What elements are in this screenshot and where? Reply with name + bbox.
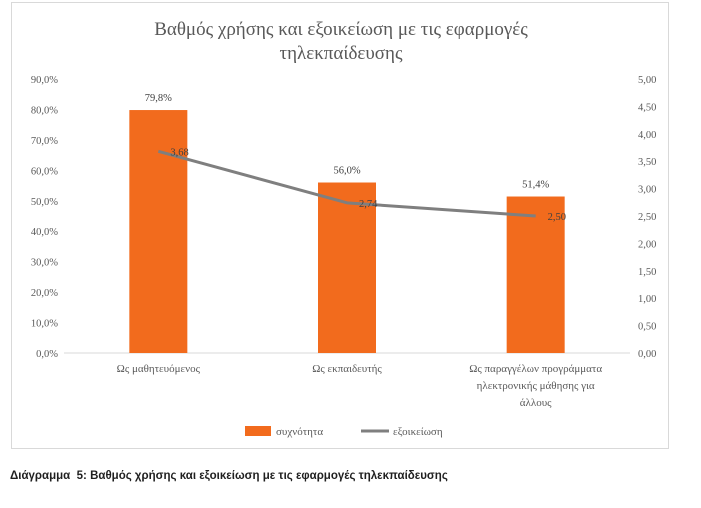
- bar-2: [318, 182, 376, 353]
- bar-1: [129, 110, 188, 353]
- y-right-tick-label: 1,00: [638, 294, 656, 305]
- bar-data-label: 56,0%: [333, 166, 360, 177]
- bar-data-label: 79,8%: [145, 93, 172, 104]
- y-left-tick-label: 30,0%: [31, 258, 58, 269]
- bar-data-label: 51,4%: [522, 180, 549, 191]
- line-series-path: [157, 149, 536, 218]
- figure-caption: Διάγραμμα 5: Βαθμός χρήσης και εξοικείωσ…: [10, 470, 448, 482]
- chart-title-line: Βαθμός χρήσης και εξοικείωση με τις εφαρ…: [154, 19, 528, 40]
- y-left-tick-label: 80,0%: [31, 105, 58, 116]
- y-left-tick-label: 50,0%: [31, 197, 58, 208]
- x-category-label: Ως παραγγέλων προγράμματα: [469, 363, 602, 375]
- line-data-label: 2,50: [548, 212, 566, 223]
- y-left-tick-label: 40,0%: [31, 227, 58, 238]
- caption-text: Βαθμός χρήσης και εξοικείωση με τις εφαρ…: [90, 470, 448, 482]
- y-left-tick-label: 70,0%: [31, 136, 58, 147]
- y-right-tick-label: 4,00: [638, 130, 656, 141]
- chart-frame: Βαθμός χρήσης και εξοικείωση με τις εφαρ…: [11, 2, 669, 449]
- caption-prefix: Διάγραμμα 5:: [10, 470, 87, 482]
- y-left-tick-label: 20,0%: [31, 288, 58, 299]
- y-left-tick-label: 90,0%: [31, 75, 58, 86]
- chart-title-line: τηλεκπαίδευσης: [279, 43, 403, 64]
- y-left-tick-label: 10,0%: [31, 319, 58, 330]
- y-left-tick-label: 60,0%: [31, 166, 58, 177]
- y-right-tick-label: 1,50: [638, 267, 656, 278]
- line-data-label: 3,68: [170, 147, 188, 158]
- y-right-tick-label: 5,00: [638, 75, 656, 86]
- x-category-label: Ως εκπαιδευτής: [312, 363, 382, 375]
- x-category-label: άλλους: [520, 397, 552, 409]
- y-right-tick-label: 2,50: [638, 212, 656, 223]
- y-right-tick-label: 2,00: [638, 239, 656, 250]
- y-right-tick-label: 0,50: [638, 322, 656, 333]
- y-right-tick-label: 3,50: [638, 157, 656, 168]
- bar-3: [506, 196, 565, 353]
- legend-label: συχνότητα: [276, 426, 323, 438]
- y-right-tick-label: 4,50: [638, 102, 656, 113]
- y-left-tick-label: 0,0%: [36, 349, 58, 360]
- y-right-tick-label: 0,00: [638, 349, 656, 360]
- combo-chart: Βαθμός χρήσης και εξοικείωση με τις εφαρ…: [31, 19, 657, 438]
- y-right-tick-label: 3,00: [638, 185, 656, 196]
- x-category-label: ηλεκτρονικής μάθησης για: [477, 380, 595, 392]
- legend-label: εξοικείωση: [393, 426, 443, 438]
- line-data-label: 2,74: [359, 199, 378, 210]
- legend-bar-swatch: [245, 426, 271, 436]
- x-category-label: Ως μαθητευόμενος: [117, 363, 201, 375]
